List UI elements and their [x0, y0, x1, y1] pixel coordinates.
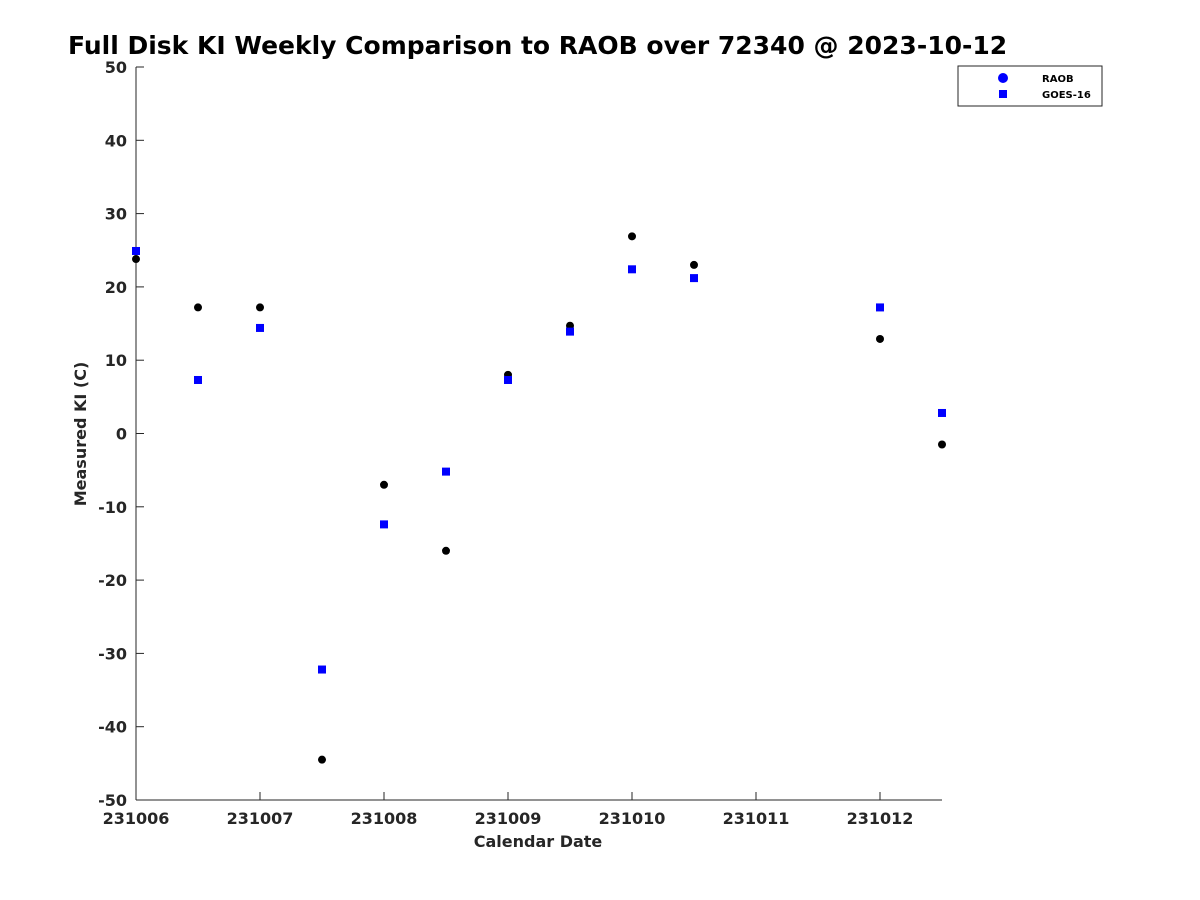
raob-point — [690, 260, 698, 269]
x-tick-label: 231012 — [847, 809, 914, 828]
goes16-point — [318, 665, 326, 674]
x-tick-label: 231010 — [599, 809, 666, 828]
legend-label-goes16: GOES-16 — [1042, 90, 1091, 101]
series-raob — [132, 232, 946, 764]
legend-label-raob: RAOB — [1042, 74, 1074, 85]
goes16-point — [938, 408, 946, 417]
x-tick-label: 231007 — [227, 809, 294, 828]
legend-marker-raob — [998, 73, 1008, 83]
y-tick-label: 0 — [116, 425, 127, 444]
y-ticks: 50 40 30 20 10 0 -10 -20 -30 -40 -50 — [98, 58, 144, 810]
goes16-point — [380, 520, 388, 529]
x-tick-label: 231009 — [475, 809, 542, 828]
raob-point — [194, 303, 202, 312]
legend: RAOB GOES-16 — [957, 65, 1103, 107]
y-tick-label: -10 — [98, 498, 127, 517]
series-goes-16 — [132, 246, 946, 674]
y-tick-label: -30 — [98, 644, 127, 663]
y-axis-label: Measured KI (C) — [71, 362, 90, 507]
raob-point — [256, 303, 264, 312]
goes16-point — [628, 265, 636, 274]
goes16-point — [690, 274, 698, 283]
y-tick-label: -40 — [98, 718, 127, 737]
raob-point — [876, 334, 884, 343]
goes16-point — [876, 303, 884, 312]
x-tick-label: 231011 — [723, 809, 790, 828]
raob-point — [628, 232, 636, 241]
raob-point — [442, 546, 450, 555]
y-tick-label: -20 — [98, 571, 127, 590]
goes16-point — [256, 323, 264, 332]
x-tick-label: 231008 — [351, 809, 418, 828]
raob-point — [938, 440, 946, 449]
raob-point — [318, 755, 326, 764]
y-tick-label: 10 — [105, 351, 127, 370]
goes16-point — [504, 375, 512, 384]
x-axis-label: Calendar Date — [474, 832, 603, 851]
goes16-point — [194, 375, 202, 384]
series-layer — [132, 232, 946, 764]
axes — [135, 67, 942, 801]
y-tick-label: 20 — [105, 278, 127, 297]
goes16-point — [566, 327, 574, 336]
goes16-point — [442, 467, 450, 476]
x-ticks: 231006 231007 231008 231009 231010 231011 2310… — [103, 792, 914, 828]
goes16-point — [132, 246, 140, 255]
chart-title: Full Disk KI Weekly Comparison to RAOB o… — [68, 31, 1007, 60]
y-tick-label: 30 — [105, 205, 127, 224]
y-tick-label: -50 — [98, 791, 127, 810]
legend-marker-goes16 — [999, 90, 1007, 98]
legend-box — [957, 65, 1103, 107]
raob-point — [132, 255, 140, 264]
y-tick-label: 40 — [105, 131, 127, 150]
x-tick-label: 231006 — [103, 809, 170, 828]
y-tick-label: 50 — [105, 58, 127, 77]
raob-point — [380, 480, 388, 489]
